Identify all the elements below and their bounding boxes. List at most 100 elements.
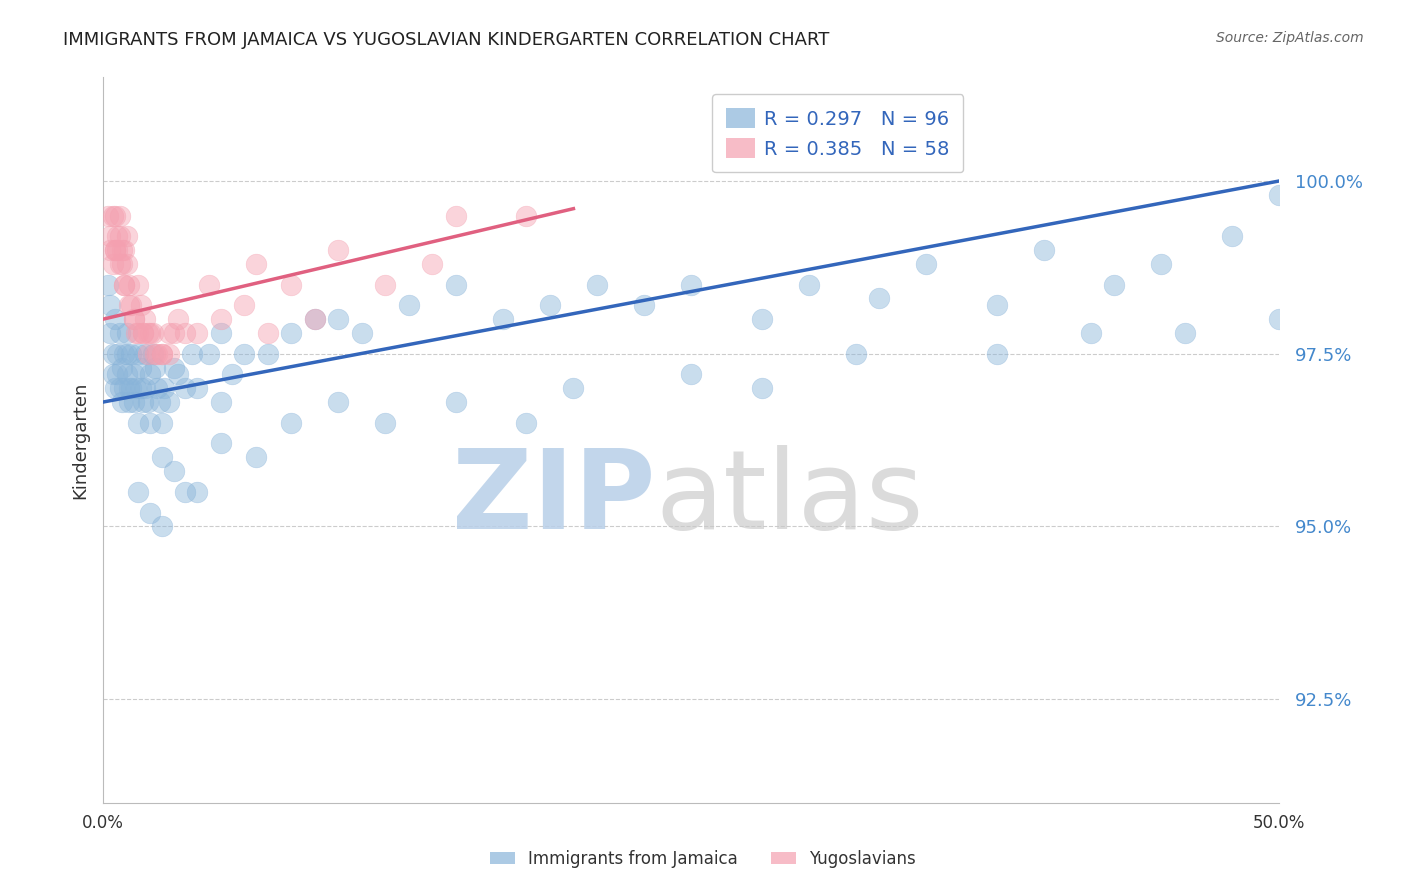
Point: [132, 326, 155, 340]
Point: [105, 347, 128, 361]
Point: [986, 298, 1008, 312]
Point: [1220, 229, 1243, 244]
Point: [125, 381, 148, 395]
Point: [104, 381, 127, 395]
Point: [127, 416, 149, 430]
Point: [97, 209, 120, 223]
Point: [108, 229, 131, 244]
Point: [1268, 312, 1291, 326]
Point: [98, 229, 121, 244]
Point: [101, 368, 124, 382]
Point: [146, 347, 169, 361]
Point: [120, 347, 142, 361]
Point: [98, 298, 121, 312]
Point: [444, 395, 467, 409]
Point: [209, 326, 232, 340]
Point: [280, 277, 302, 292]
Point: [256, 347, 278, 361]
Point: [143, 360, 166, 375]
Legend: R = 0.297   N = 96, R = 0.385   N = 58: R = 0.297 N = 96, R = 0.385 N = 58: [711, 95, 963, 172]
Point: [127, 347, 149, 361]
Point: [157, 347, 180, 361]
Point: [120, 298, 142, 312]
Point: [150, 416, 173, 430]
Point: [538, 298, 561, 312]
Point: [98, 243, 121, 257]
Point: [633, 298, 655, 312]
Point: [167, 312, 190, 326]
Point: [136, 347, 159, 361]
Point: [256, 326, 278, 340]
Point: [398, 298, 420, 312]
Point: [108, 326, 131, 340]
Point: [115, 229, 138, 244]
Point: [132, 395, 155, 409]
Point: [586, 277, 609, 292]
Point: [198, 347, 221, 361]
Point: [120, 381, 142, 395]
Legend: Immigrants from Jamaica, Yugoslavians: Immigrants from Jamaica, Yugoslavians: [484, 844, 922, 875]
Point: [444, 277, 467, 292]
Point: [136, 395, 159, 409]
Point: [198, 277, 221, 292]
Point: [167, 368, 190, 382]
Point: [328, 395, 350, 409]
Y-axis label: Kindergarten: Kindergarten: [72, 381, 89, 499]
Point: [111, 257, 134, 271]
Point: [350, 326, 373, 340]
Point: [105, 243, 128, 257]
Point: [915, 257, 938, 271]
Point: [181, 347, 204, 361]
Point: [186, 326, 208, 340]
Point: [374, 277, 396, 292]
Point: [111, 395, 134, 409]
Point: [115, 326, 138, 340]
Point: [112, 277, 135, 292]
Point: [209, 312, 232, 326]
Point: [845, 347, 868, 361]
Point: [129, 381, 152, 395]
Point: [112, 347, 135, 361]
Point: [150, 347, 173, 361]
Point: [108, 209, 131, 223]
Point: [233, 347, 256, 361]
Point: [280, 326, 302, 340]
Text: ZIP: ZIP: [453, 444, 655, 551]
Point: [163, 326, 186, 340]
Point: [153, 381, 176, 395]
Point: [868, 292, 890, 306]
Point: [233, 298, 256, 312]
Point: [1268, 187, 1291, 202]
Point: [129, 360, 152, 375]
Point: [104, 243, 127, 257]
Point: [245, 450, 267, 465]
Point: [304, 312, 326, 326]
Point: [101, 209, 124, 223]
Point: [797, 277, 820, 292]
Point: [515, 416, 537, 430]
Point: [1104, 277, 1126, 292]
Point: [115, 368, 138, 382]
Point: [112, 243, 135, 257]
Point: [101, 347, 124, 361]
Point: [98, 326, 121, 340]
Point: [139, 368, 162, 382]
Point: [118, 381, 141, 395]
Point: [186, 484, 208, 499]
Point: [163, 360, 186, 375]
Point: [104, 312, 127, 326]
Point: [97, 277, 120, 292]
Point: [174, 484, 197, 499]
Point: [146, 381, 169, 395]
Point: [139, 506, 162, 520]
Point: [141, 347, 163, 361]
Point: [221, 368, 243, 382]
Point: [150, 519, 173, 533]
Point: [118, 298, 141, 312]
Point: [115, 257, 138, 271]
Point: [104, 209, 127, 223]
Point: [118, 277, 141, 292]
Point: [304, 312, 326, 326]
Point: [108, 381, 131, 395]
Point: [127, 326, 149, 340]
